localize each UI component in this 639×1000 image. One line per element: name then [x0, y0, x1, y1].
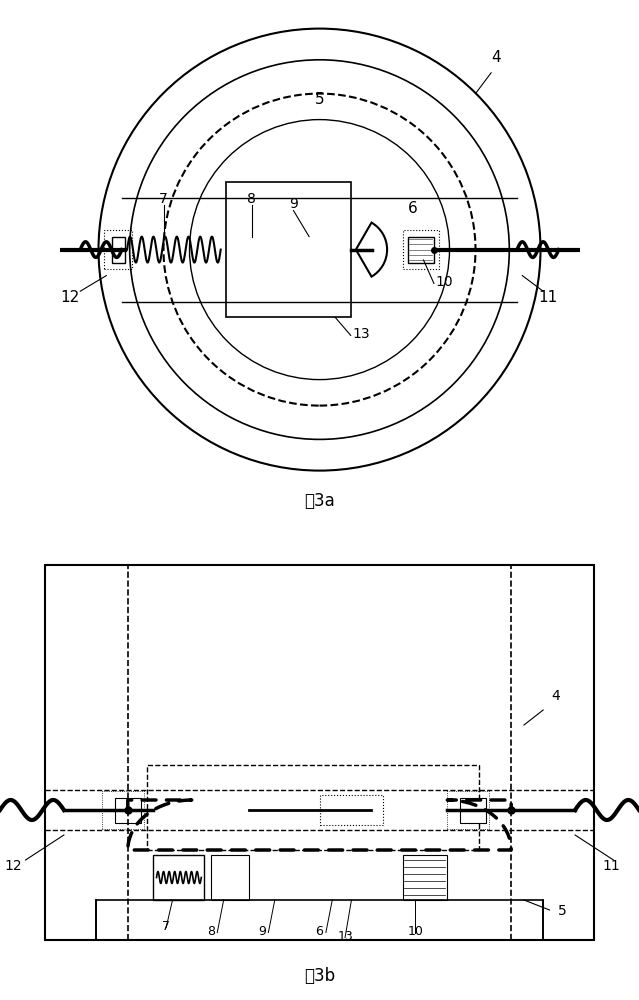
Text: 7: 7 — [159, 192, 168, 206]
Text: 4: 4 — [551, 689, 560, 703]
Text: 8: 8 — [247, 192, 256, 206]
Text: 图3b: 图3b — [304, 967, 335, 985]
Text: 6: 6 — [316, 925, 323, 938]
Text: 11: 11 — [602, 859, 620, 873]
FancyBboxPatch shape — [408, 237, 434, 263]
Text: 7: 7 — [162, 920, 170, 933]
Text: 12: 12 — [4, 859, 22, 873]
Text: 12: 12 — [60, 290, 79, 305]
Text: 图3a: 图3a — [304, 492, 335, 510]
Text: 9: 9 — [289, 197, 298, 211]
Text: 11: 11 — [539, 290, 558, 305]
Text: 4: 4 — [491, 50, 501, 65]
Text: 10: 10 — [408, 925, 423, 938]
Text: 5: 5 — [314, 92, 325, 107]
Text: 8: 8 — [207, 925, 215, 938]
FancyBboxPatch shape — [460, 798, 486, 822]
Text: 13: 13 — [352, 327, 370, 341]
Text: 9: 9 — [258, 925, 266, 938]
FancyBboxPatch shape — [115, 798, 141, 822]
Text: 10: 10 — [436, 275, 453, 289]
Text: 5: 5 — [558, 904, 567, 918]
Text: 13: 13 — [337, 930, 353, 943]
Text: 6: 6 — [408, 201, 418, 216]
FancyBboxPatch shape — [111, 237, 125, 263]
